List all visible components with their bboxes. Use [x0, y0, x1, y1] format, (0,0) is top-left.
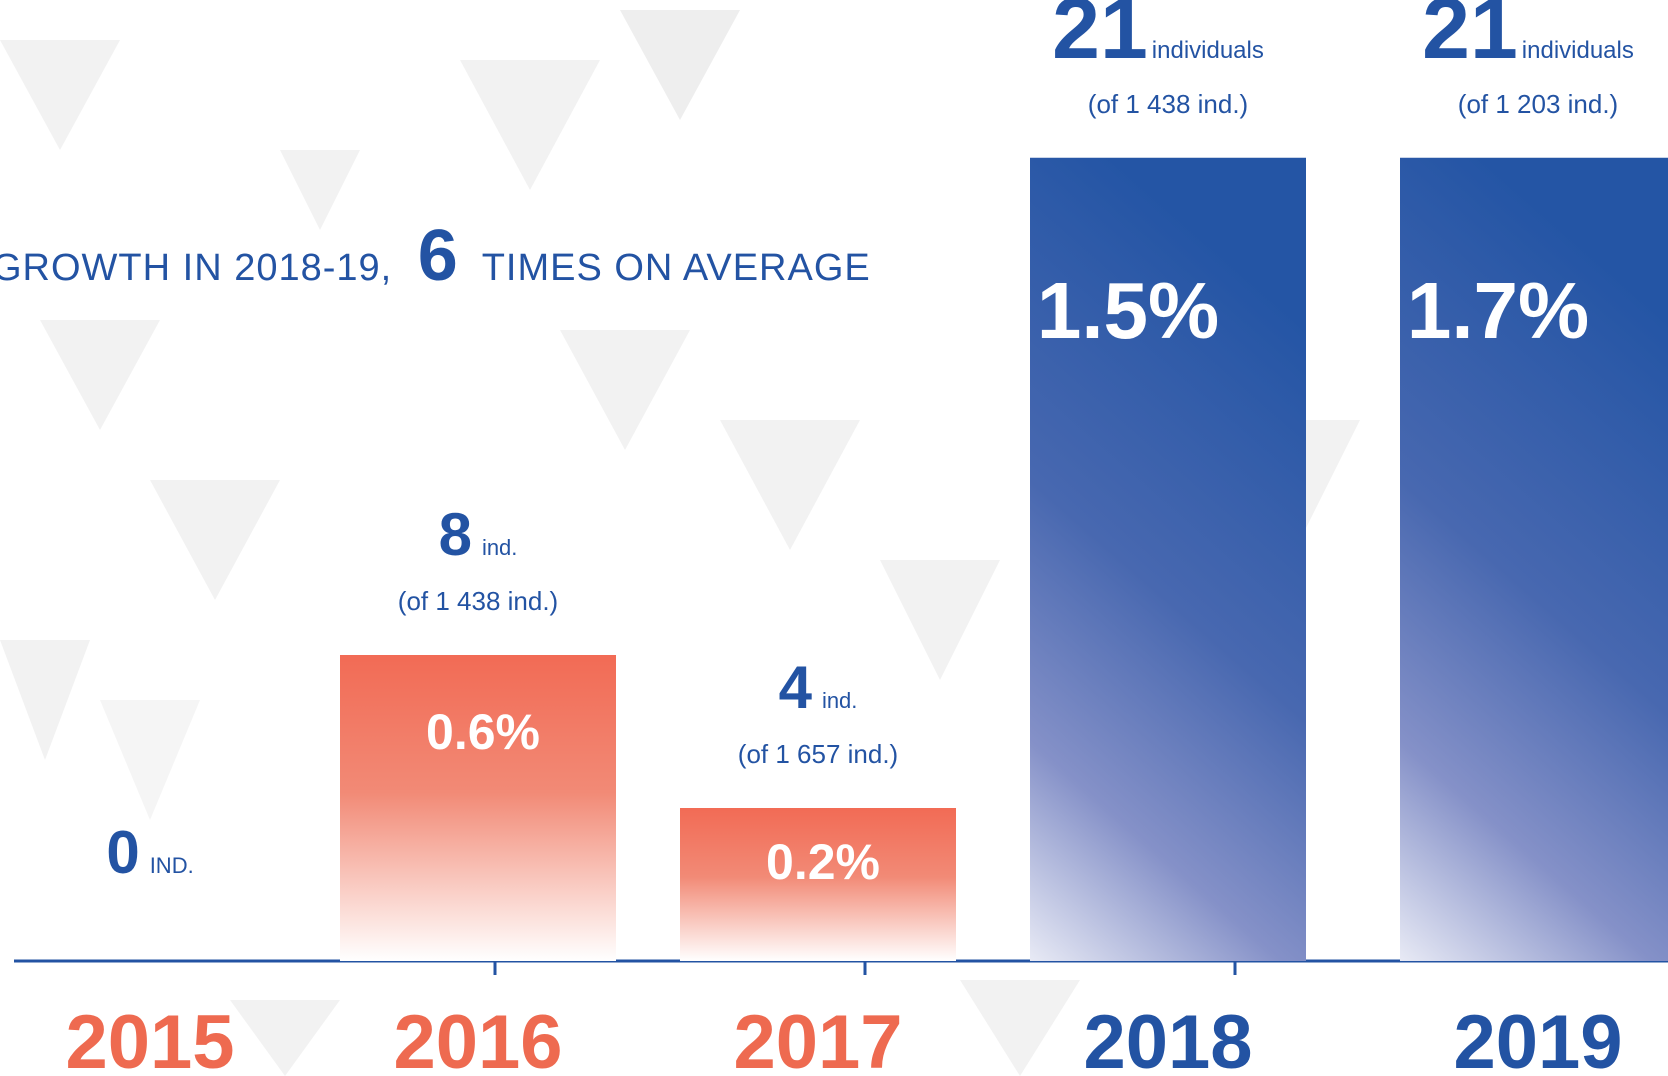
x-tick-label: 2018	[1083, 1000, 1252, 1076]
bar	[680, 808, 956, 961]
share-label: 0.6%	[426, 704, 540, 760]
background-pattern	[0, 10, 1360, 1076]
bar	[1030, 157, 1306, 961]
annotation-suffix: TIMES ON AVERAGE	[482, 247, 871, 289]
value-unit: ind.	[482, 535, 517, 560]
value-label: 21 individuals	[1052, 0, 1264, 77]
value-number: 4	[779, 654, 813, 721]
x-tick-label: 2016	[393, 1000, 562, 1076]
share-label: 0.2%	[766, 834, 880, 890]
value-number: 21	[1422, 0, 1518, 77]
value-label: 21 individuals	[1422, 0, 1634, 77]
bar	[340, 655, 616, 961]
value-unit: ind.	[822, 688, 857, 713]
annotation-value: 6	[418, 216, 459, 296]
value-label: 8 ind.	[439, 501, 518, 568]
total-label: (of 1 438 ind.)	[1088, 89, 1248, 119]
total-label: (of 1 657 ind.)	[738, 739, 898, 769]
value-number: 8	[439, 501, 472, 568]
x-tick-label: 2015	[65, 1000, 234, 1076]
annotation-prefix: GROWTH IN 2018-19,	[0, 247, 392, 289]
value-unit: individuals	[1522, 37, 1634, 64]
bar	[1400, 157, 1668, 961]
value-label: 0 IND.	[106, 819, 193, 886]
share-label: 1.7%	[1407, 266, 1589, 355]
value-unit: IND.	[150, 853, 194, 878]
value-number: 21	[1052, 0, 1148, 77]
value-number: 0	[106, 819, 139, 886]
total-label: (of 1 203 ind.)	[1458, 89, 1618, 119]
total-label: (of 1 438 ind.)	[398, 586, 558, 616]
value-label: 4 ind.	[779, 654, 858, 721]
x-tick-label: 2019	[1453, 1000, 1622, 1076]
share-label: 1.5%	[1037, 266, 1219, 355]
value-unit: individuals	[1152, 37, 1264, 64]
x-tick-label: 2017	[733, 1000, 902, 1076]
annotation: GROWTH IN 2018-19, 6 TIMES ON AVERAGE	[0, 216, 871, 296]
